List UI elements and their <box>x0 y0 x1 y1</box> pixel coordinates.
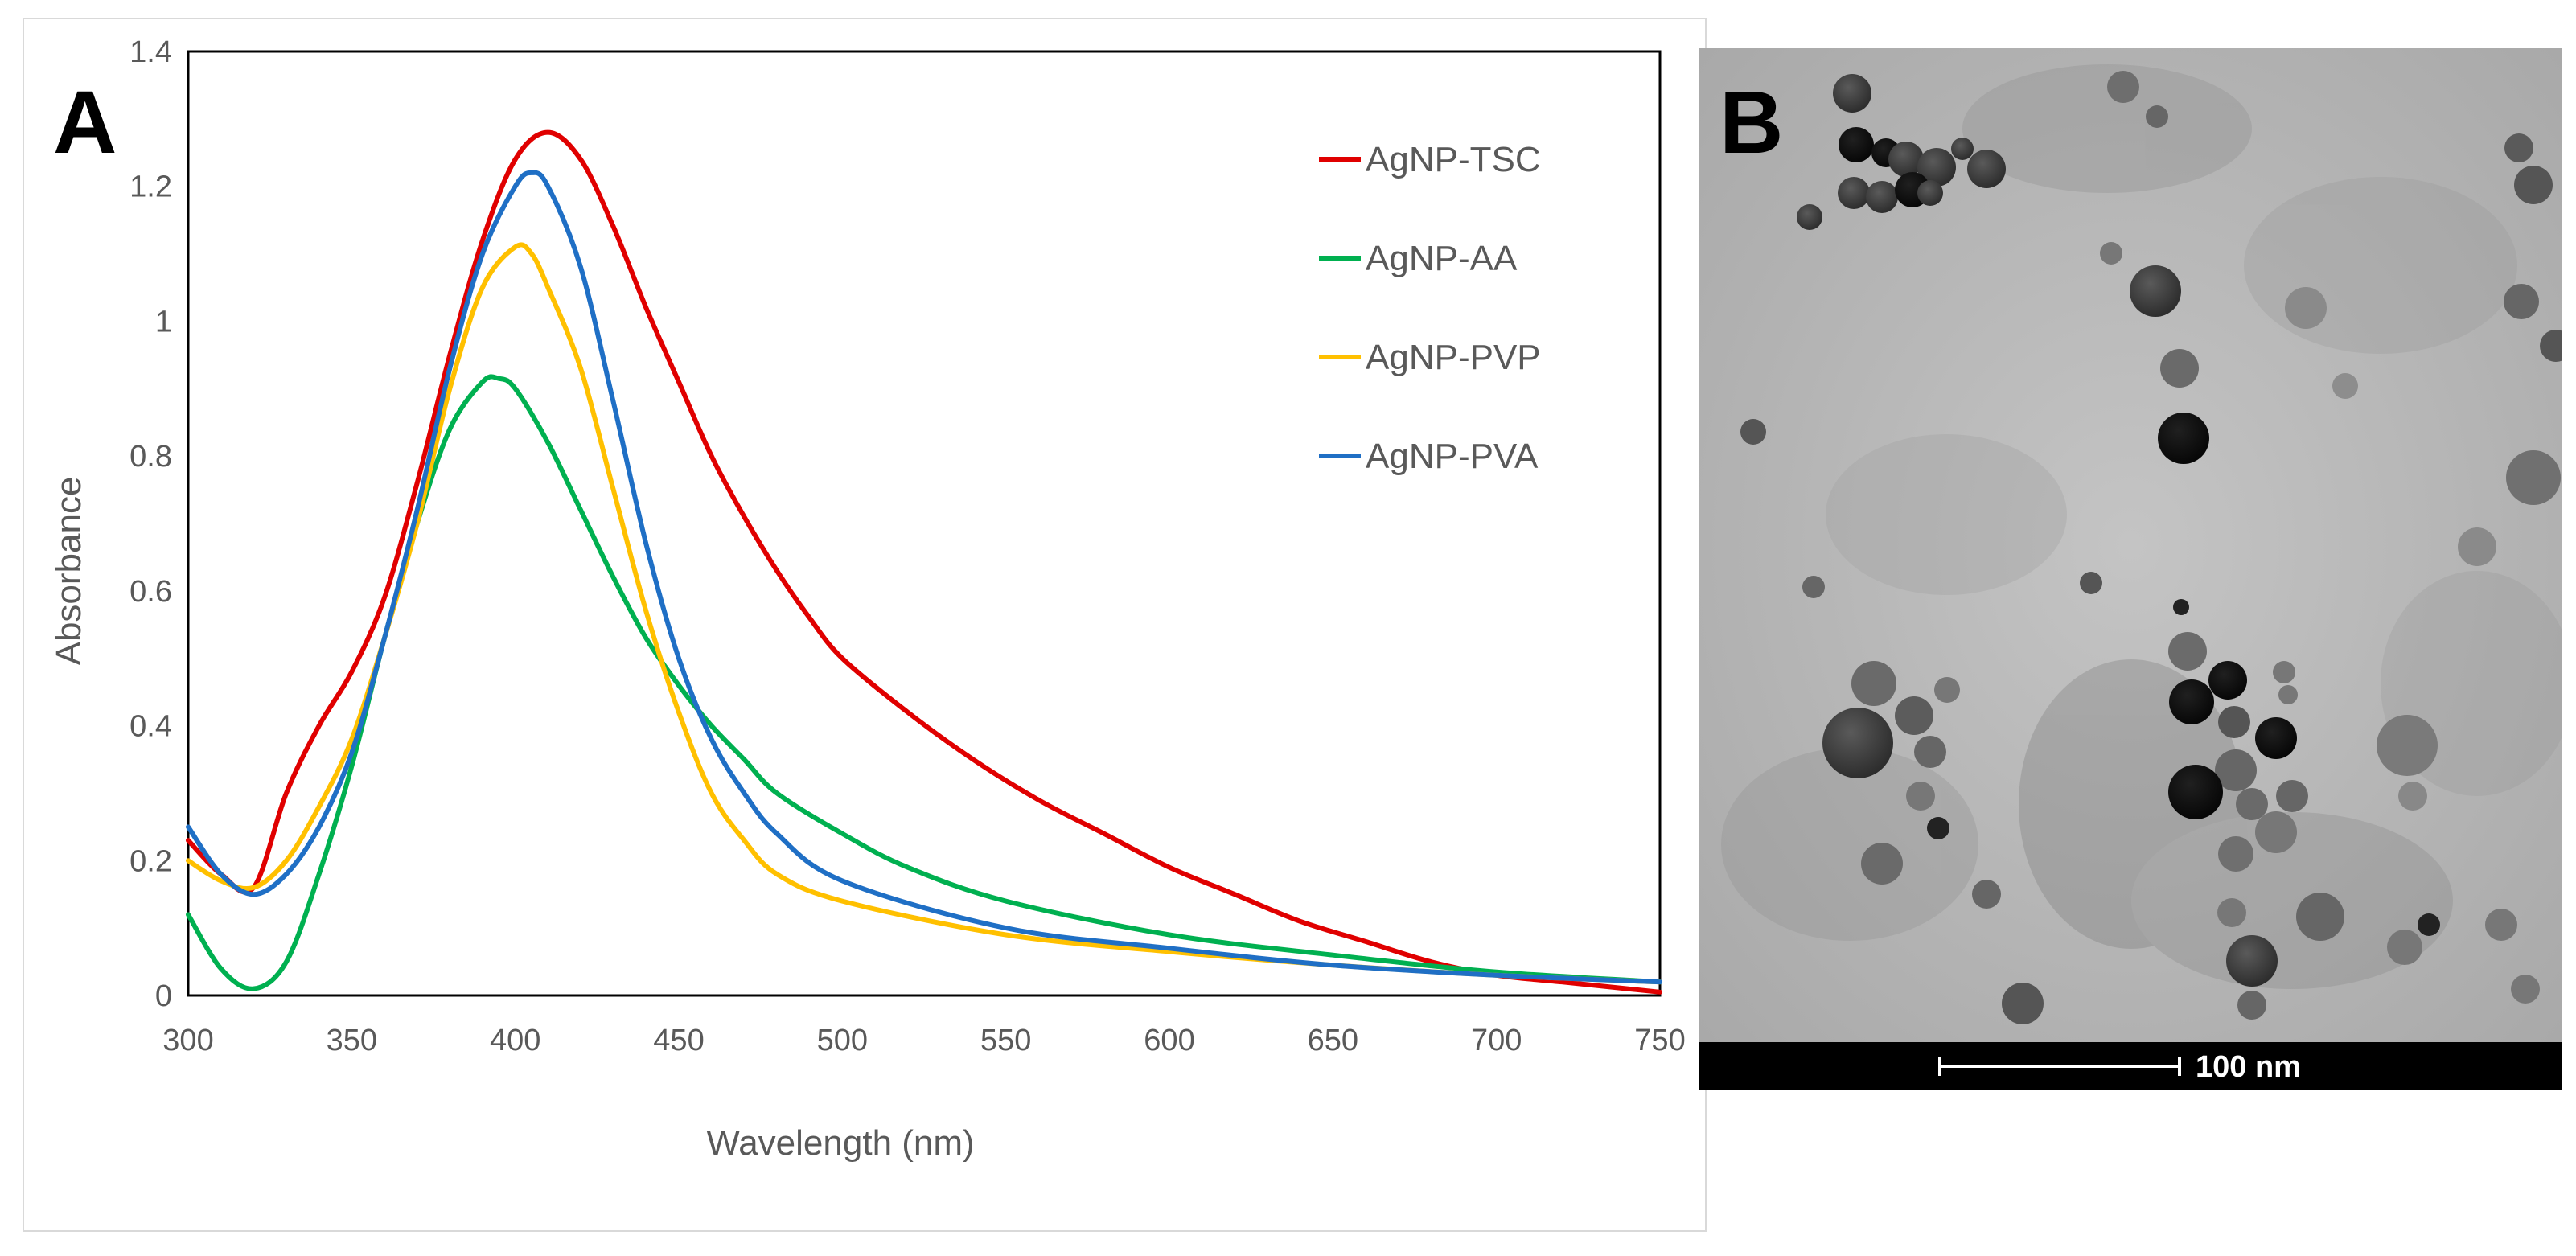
x-tick-label: 650 <box>1308 1024 1358 1057</box>
y-tick-label: 1 <box>155 305 172 339</box>
x-tick-label: 350 <box>327 1024 377 1057</box>
nanoparticles <box>1740 71 2562 1024</box>
x-tick-label: 700 <box>1471 1024 1522 1057</box>
y-axis-ticks: 0 0.2 0.4 0.6 0.8 1 1.2 1.4 <box>129 35 172 1013</box>
scale-bar-label: 100 nm <box>2196 1050 2301 1084</box>
series-line-agnp-aa <box>186 374 1662 991</box>
x-tick-label: 400 <box>490 1024 540 1057</box>
x-tick-label: 500 <box>817 1024 868 1057</box>
legend-label: AgNP-AA <box>1366 239 1518 278</box>
panel-label-b: B <box>1719 73 1783 172</box>
plot-area <box>187 50 1662 997</box>
x-tick-label: 750 <box>1634 1024 1685 1057</box>
x-axis-ticks: 300 350 400 450 500 550 600 650 700 750 <box>162 1024 1685 1057</box>
tem-background <box>1699 48 2562 1042</box>
series-line-agnp-tsc <box>186 129 1662 995</box>
y-tick-label: 0.4 <box>129 710 172 744</box>
x-axis-title: Wavelength (nm) <box>706 1123 974 1163</box>
y-tick-label: 1.4 <box>129 35 172 69</box>
series-line-agnp-pva <box>186 170 1662 985</box>
series-line-agnp-pvp <box>186 242 1662 985</box>
x-tick-label: 550 <box>980 1024 1031 1057</box>
tem-micrograph <box>1699 48 2562 1042</box>
y-tick-label: 0.6 <box>129 575 172 609</box>
legend: AgNP-TSC AgNP-AA AgNP-PVP AgNP-PVA <box>1319 140 1541 476</box>
y-axis-title: Absorbance <box>49 477 88 666</box>
y-tick-label: 0 <box>155 979 172 1013</box>
legend-label: AgNP-PVP <box>1366 338 1541 377</box>
legend-label: AgNP-TSC <box>1366 140 1541 179</box>
scale-bar <box>1938 1057 2181 1076</box>
y-tick-label: 0.2 <box>129 844 172 878</box>
series-lines <box>186 129 1662 995</box>
legend-label: AgNP-PVA <box>1366 437 1539 476</box>
x-tick-label: 600 <box>1144 1024 1194 1057</box>
x-tick-label: 300 <box>162 1024 213 1057</box>
x-tick-label: 450 <box>653 1024 704 1057</box>
y-tick-label: 1.2 <box>129 170 172 204</box>
y-tick-label: 0.8 <box>129 440 172 474</box>
panel-label-a: A <box>53 73 117 172</box>
